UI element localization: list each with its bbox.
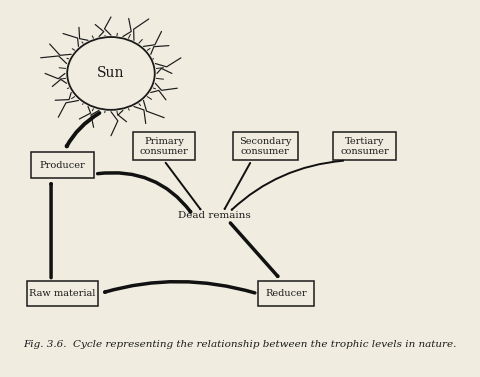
Ellipse shape: [67, 37, 155, 110]
FancyBboxPatch shape: [32, 152, 94, 178]
FancyBboxPatch shape: [27, 281, 98, 306]
Text: Raw material: Raw material: [29, 289, 96, 298]
FancyBboxPatch shape: [333, 132, 396, 161]
Text: Producer: Producer: [40, 161, 85, 170]
Text: Fig. 3.6.  Cycle representing the relationship between the trophic levels in nat: Fig. 3.6. Cycle representing the relatio…: [24, 340, 456, 349]
FancyBboxPatch shape: [233, 132, 298, 161]
Text: Sun: Sun: [97, 66, 125, 80]
Text: Tertiary
consumer: Tertiary consumer: [340, 136, 389, 156]
FancyBboxPatch shape: [258, 281, 314, 306]
Text: Dead remains: Dead remains: [178, 211, 251, 220]
Text: Reducer: Reducer: [265, 289, 307, 298]
Text: Secondary
consumer: Secondary consumer: [239, 136, 291, 156]
Text: Primary
consumer: Primary consumer: [140, 136, 188, 156]
FancyBboxPatch shape: [133, 132, 195, 161]
